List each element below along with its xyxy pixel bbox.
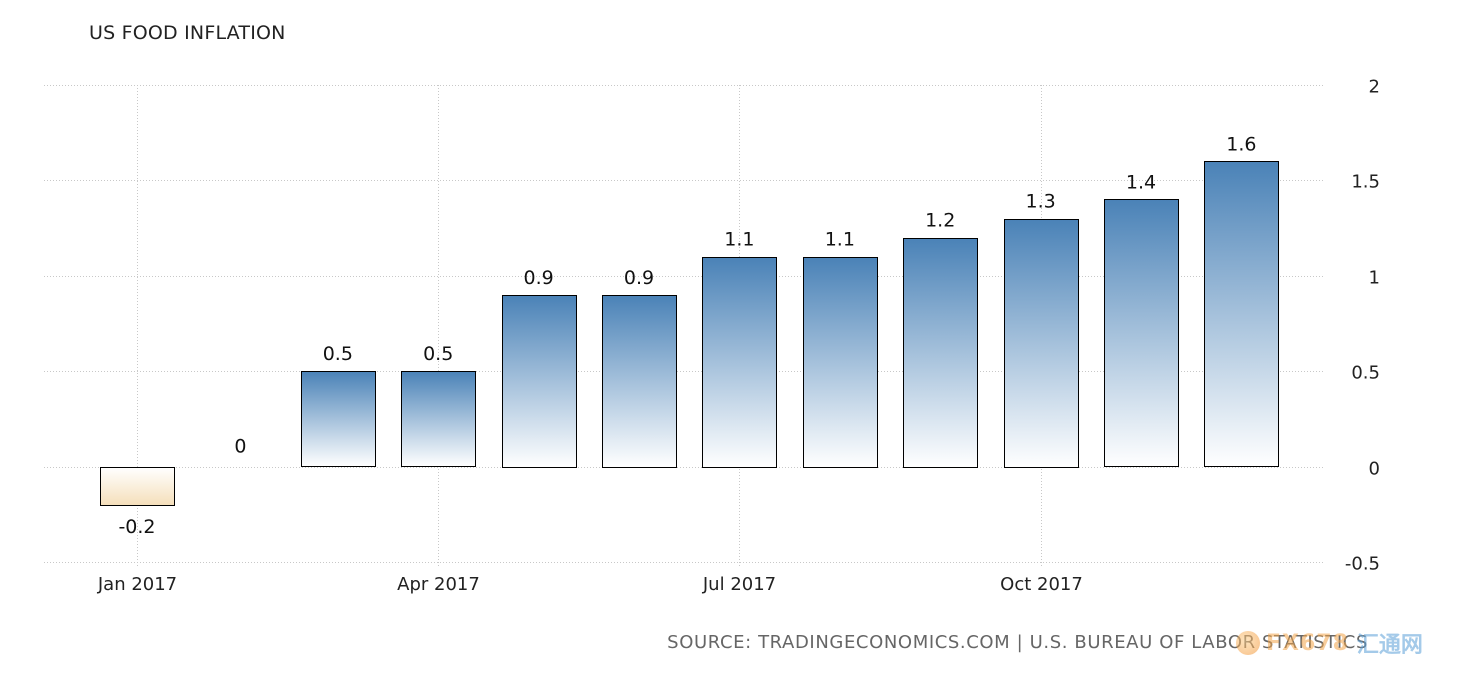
bar (1204, 161, 1279, 467)
bar (301, 371, 376, 467)
bar (602, 295, 677, 468)
chart-title: US FOOD INFLATION (89, 22, 286, 44)
bar-value-label: 1.1 (724, 229, 754, 251)
y-tick-label: 0 (1369, 459, 1380, 480)
x-tick-label: Apr 2017 (397, 574, 480, 595)
x-axis-tick-labels: Jan 2017 Apr 2017 Jul 2017 Oct 2017 (97, 574, 1083, 595)
bar-value-label: 1.2 (925, 210, 955, 232)
bar-value-label: 0.5 (423, 343, 453, 365)
bar (1104, 199, 1179, 467)
y-tick-label: 0.5 (1351, 363, 1380, 384)
bar (100, 467, 175, 506)
bar-value-label: 1.4 (1126, 171, 1156, 193)
y-tick-label: 1 (1369, 268, 1380, 289)
x-tick-label: Jul 2017 (702, 574, 776, 595)
bars (100, 161, 1279, 506)
bar-value-label: -0.2 (118, 516, 155, 538)
horizontal-gridlines (44, 85, 1325, 563)
value-labels: -0.2 0 0.5 0.5 0.9 0.9 1.1 1.1 1.2 1.3 1.4 1.6 (118, 133, 1256, 537)
y-tick-label: -0.5 (1345, 554, 1380, 575)
x-tick-label: Oct 2017 (1000, 574, 1083, 595)
bar-value-label: 0.9 (624, 267, 654, 289)
y-axis-tick-labels: 2 1.5 1 0.5 0 -0.5 (1345, 77, 1380, 575)
bar-value-label: 0 (234, 436, 246, 458)
bar (702, 257, 777, 468)
bar-value-label: 1.3 (1025, 191, 1055, 213)
source-credit: SOURCE: TRADINGECONOMICS.COM | U.S. BURE… (667, 632, 1368, 653)
bar (903, 238, 978, 468)
bar (1004, 219, 1079, 468)
bar-value-label: 0.9 (523, 267, 553, 289)
bar-value-label: 1.1 (825, 229, 855, 251)
bar-value-label: 0.5 (323, 343, 353, 365)
bar (401, 371, 476, 467)
x-tick-label: Jan 2017 (97, 574, 177, 595)
bar (502, 295, 577, 468)
y-tick-label: 1.5 (1351, 172, 1380, 193)
y-tick-label: 2 (1369, 77, 1380, 98)
bar-value-label: 1.6 (1226, 133, 1256, 155)
bar (803, 257, 878, 468)
